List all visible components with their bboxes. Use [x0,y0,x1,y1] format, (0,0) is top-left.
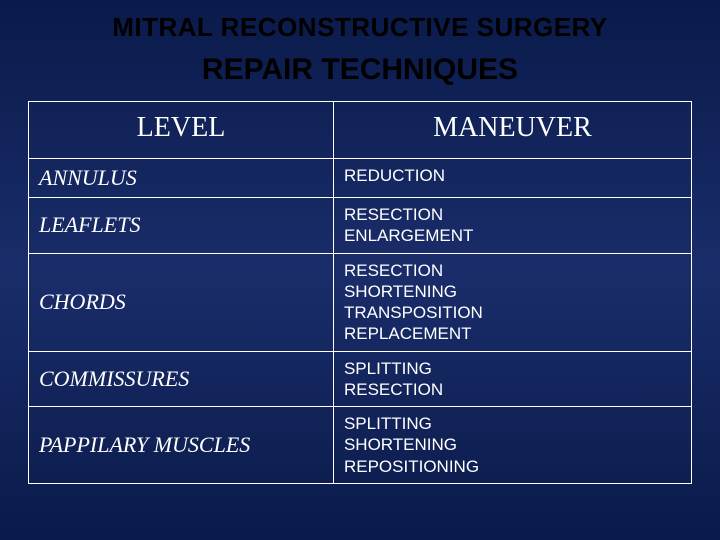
level-cell: COMMISSURES [29,351,334,407]
level-cell: PAPPILARY MUSCLES [29,407,334,484]
maneuver-cell: SPLITTINGRESECTION [333,351,691,407]
maneuver-cell: REDUCTION [333,159,691,198]
header-maneuver: MANEUVER [333,102,691,159]
table-row: LEAFLETSRESECTIONENLARGEMENT [29,198,692,254]
maneuver-line: REPOSITIONING [344,456,681,477]
maneuver-line: RESECTION [344,204,681,225]
maneuver-line: SHORTENING [344,434,681,455]
slide-title: MITRAL RECONSTRUCTIVE SURGERY [28,12,692,43]
table-row: COMMISSURESSPLITTINGRESECTION [29,351,692,407]
slide-container: MITRAL RECONSTRUCTIVE SURGERY REPAIR TEC… [0,0,720,540]
maneuver-line: RESECTION [344,379,681,400]
maneuver-cell: SPLITTINGSHORTENINGREPOSITIONING [333,407,691,484]
maneuver-cell: RESECTIONENLARGEMENT [333,198,691,254]
maneuver-line: REPLACEMENT [344,323,681,344]
table-row: PAPPILARY MUSCLESSPLITTINGSHORTENINGREPO… [29,407,692,484]
maneuver-line: SPLITTING [344,413,681,434]
maneuver-cell: RESECTIONSHORTENINGTRANSPOSITIONREPLACEM… [333,253,691,351]
level-cell: CHORDS [29,253,334,351]
header-level: LEVEL [29,102,334,159]
level-cell: LEAFLETS [29,198,334,254]
table-row: CHORDSRESECTIONSHORTENINGTRANSPOSITIONRE… [29,253,692,351]
maneuver-line: RESECTION [344,260,681,281]
slide-subtitle: REPAIR TECHNIQUES [28,53,692,87]
maneuver-line: TRANSPOSITION [344,302,681,323]
techniques-table: LEVEL MANEUVER ANNULUSREDUCTIONLEAFLETSR… [28,101,692,484]
level-cell: ANNULUS [29,159,334,198]
table-row: ANNULUS REDUCTION [29,159,692,198]
maneuver-line: SHORTENING [344,281,681,302]
maneuver-line: REDUCTION [344,165,681,186]
maneuver-line: ENLARGEMENT [344,225,681,246]
table-header-row: LEVEL MANEUVER [29,102,692,159]
maneuver-line: SPLITTING [344,358,681,379]
